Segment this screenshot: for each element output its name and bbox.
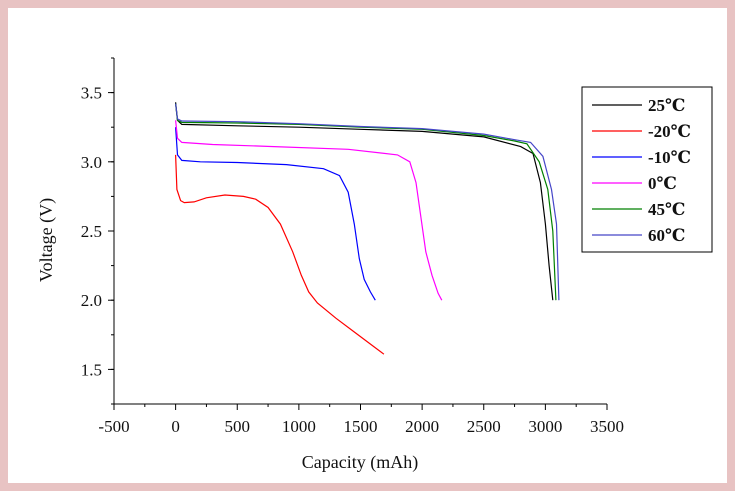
legend-label: 45℃ bbox=[648, 200, 685, 219]
series-line bbox=[175, 103, 560, 301]
x-tick-label: 0 bbox=[171, 417, 180, 436]
x-tick-label: 1000 bbox=[282, 417, 316, 436]
y-tick-label: 3.0 bbox=[81, 153, 102, 172]
x-tick-label: 1500 bbox=[344, 417, 378, 436]
chart-frame: -500 0 500 1000 1500 2000 2500 3000 3500 1.5 2.0 2.… bbox=[8, 8, 727, 483]
y-tick-label: 2.5 bbox=[81, 222, 102, 241]
series-line bbox=[175, 120, 443, 301]
series-line bbox=[175, 127, 376, 301]
x-tick-label: 2500 bbox=[467, 417, 501, 436]
x-axis-label: Capacity (mAh) bbox=[302, 452, 418, 473]
legend-box bbox=[581, 86, 713, 253]
x-tick-label: 500 bbox=[225, 417, 251, 436]
legend: 25℃ -20℃ -10℃ 0℃ 45℃ 60℃ bbox=[581, 86, 713, 253]
x-tick-label: 2000 bbox=[405, 417, 439, 436]
x-tick-label: 3500 bbox=[590, 417, 624, 436]
series-layer bbox=[175, 102, 560, 355]
series-line bbox=[175, 103, 557, 301]
y-axis-label: Voltage (V) bbox=[36, 198, 57, 282]
x-tick-label: 3000 bbox=[528, 417, 562, 436]
y-tick-label: 2.0 bbox=[81, 291, 102, 310]
legend-label: -20℃ bbox=[648, 122, 691, 141]
legend-label: 0℃ bbox=[648, 174, 677, 193]
y-tick-label: 1.5 bbox=[81, 360, 102, 379]
x-tick-label: -500 bbox=[98, 417, 129, 436]
series-line bbox=[175, 154, 385, 355]
legend-label: 60℃ bbox=[648, 226, 685, 245]
series-line bbox=[175, 102, 554, 301]
axis-ticks: -500 0 500 1000 1500 2000 2500 3000 3500 1.5 2.0 2.… bbox=[81, 57, 624, 436]
voltage-capacity-chart: -500 0 500 1000 1500 2000 2500 3000 3500 1.5 2.0 2.… bbox=[36, 57, 713, 473]
legend-label: 25℃ bbox=[648, 96, 685, 115]
legend-label: -10℃ bbox=[648, 148, 691, 167]
y-tick-label: 3.5 bbox=[81, 84, 102, 103]
